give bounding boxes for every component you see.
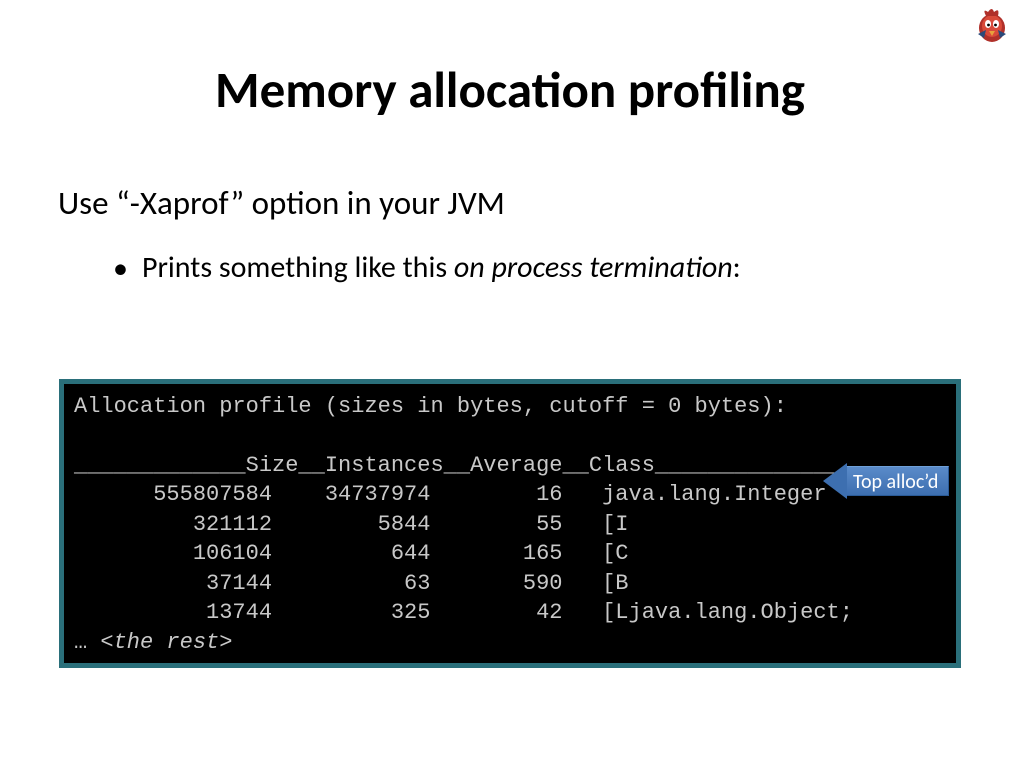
- bullet-suffix: :: [733, 249, 741, 286]
- top-allocd-callout: Top alloc’d: [823, 463, 949, 499]
- terminal-output: Allocation profile (sizes in bytes, cuto…: [59, 379, 961, 668]
- bullet-item: • Prints something like this on process …: [113, 249, 741, 288]
- mascot-logo-icon: [972, 4, 1012, 44]
- bullet-italic: on process termination: [454, 249, 733, 286]
- callout-label: Top alloc’d: [847, 466, 949, 496]
- body-line: Use “-Xaprof” option in your JVM: [58, 183, 505, 223]
- callout-arrow-icon: [823, 463, 847, 499]
- bullet-prefix: Prints something like this: [142, 249, 454, 286]
- bullet-marker-icon: •: [113, 249, 128, 288]
- slide: Memory allocation profiling Use “-Xaprof…: [0, 0, 1020, 765]
- slide-title: Memory allocation profiling: [0, 62, 1020, 118]
- bullet-text: Prints something like this on process te…: [142, 249, 741, 286]
